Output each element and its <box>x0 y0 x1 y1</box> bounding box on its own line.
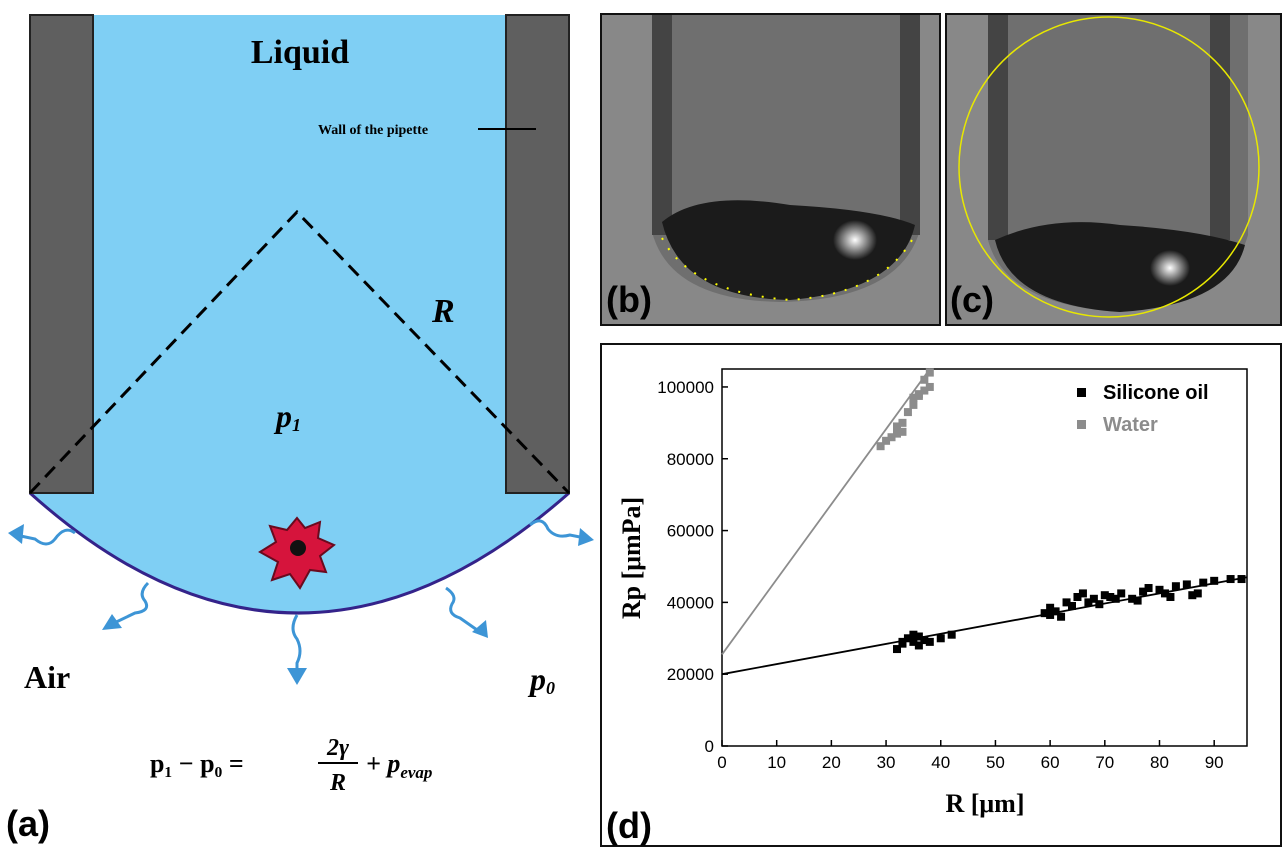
reflection <box>833 220 877 260</box>
data-point <box>926 383 934 391</box>
data-point <box>1134 597 1142 605</box>
y-tick-label: 80000 <box>667 450 714 469</box>
data-point <box>909 401 917 409</box>
panel-a: Liquid Wall of the pipette R p1 p0 Air p… <box>6 15 594 844</box>
figure: Liquid Wall of the pipette R p1 p0 Air p… <box>0 0 1283 847</box>
data-point <box>898 419 906 427</box>
data-point <box>1079 589 1087 597</box>
legend-marker <box>1077 388 1086 397</box>
nucleus <box>290 540 306 556</box>
equation-numerator: 2γ <box>326 735 349 761</box>
data-point <box>1068 602 1076 610</box>
x-axis-label: R [μm] <box>946 789 1025 818</box>
panel-d: (d) R [μm] Rp [μmPa] 0200004000060000800… <box>601 344 1281 846</box>
panel-label: (d) <box>606 805 652 846</box>
y-tick-label: 0 <box>705 737 714 756</box>
x-tick-label: 0 <box>717 753 726 772</box>
data-point <box>1194 589 1202 597</box>
pipette-edge <box>1210 15 1230 240</box>
liquid-label: Liquid <box>251 34 349 71</box>
equation-denominator: R <box>329 770 346 796</box>
y-tick-label: 40000 <box>667 593 714 612</box>
data-point <box>948 631 956 639</box>
p0-label: p0 <box>527 661 555 698</box>
y-tick-label: 100000 <box>657 378 714 397</box>
data-point <box>1172 582 1180 590</box>
y-tick-label: 60000 <box>667 522 714 541</box>
legend-label: Silicone oil <box>1103 382 1209 404</box>
data-point <box>1117 589 1125 597</box>
panel-label: (c) <box>950 279 994 320</box>
equation-rhs-symbol: + p <box>366 749 400 778</box>
pipette-wall <box>30 15 93 493</box>
pipette-wall <box>506 15 569 493</box>
data-point <box>1238 575 1246 583</box>
data-point <box>937 634 945 642</box>
data-point <box>898 428 906 436</box>
panel-label: (b) <box>606 279 652 320</box>
pipette-edge <box>652 15 672 235</box>
page: Liquid Wall of the pipette R p1 p0 Air p… <box>0 0 1283 847</box>
legend-marker <box>1077 420 1086 429</box>
data-point <box>1166 593 1174 601</box>
panel-label: (a) <box>6 803 50 844</box>
x-tick-label: 30 <box>877 753 896 772</box>
p1-subscript: 1 <box>292 415 301 435</box>
x-tick-label: 40 <box>931 753 950 772</box>
x-tick-label: 60 <box>1041 753 1060 772</box>
data-point <box>904 408 912 416</box>
data-point <box>926 638 934 646</box>
equation-rhs: + pevap <box>366 749 432 782</box>
data-point <box>920 376 928 384</box>
pipette-edge <box>988 15 1008 240</box>
y-axis-label: Rp [μmPa] <box>617 497 646 619</box>
data-point <box>1183 580 1191 588</box>
x-tick-label: 90 <box>1205 753 1224 772</box>
x-tick-label: 20 <box>822 753 841 772</box>
data-point <box>926 369 934 377</box>
panel-b: (b) <box>601 14 940 325</box>
x-tick-label: 70 <box>1095 753 1114 772</box>
equation-lhs: p₁ − p₀ = <box>150 749 244 778</box>
data-point <box>1095 600 1103 608</box>
data-point <box>1057 613 1065 621</box>
pipette-edge <box>900 15 920 235</box>
data-point <box>1210 577 1218 585</box>
p0-subscript: 0 <box>546 678 555 698</box>
p0-symbol: p <box>527 661 546 697</box>
equation-rhs-subscript: evap <box>400 763 432 782</box>
x-tick-label: 80 <box>1150 753 1169 772</box>
panel-c: (c) <box>946 14 1281 325</box>
data-point <box>1199 579 1207 587</box>
x-tick-label: 50 <box>986 753 1005 772</box>
reflection <box>1150 250 1190 286</box>
data-point <box>1145 584 1153 592</box>
data-point <box>1227 575 1235 583</box>
legend-label: Water <box>1103 414 1158 436</box>
air-label: Air <box>24 659 70 695</box>
radius-label: R <box>431 293 455 330</box>
p1-symbol: p <box>273 398 292 434</box>
y-tick-label: 20000 <box>667 665 714 684</box>
x-tick-label: 10 <box>767 753 786 772</box>
wall-label: Wall of the pipette <box>318 123 428 138</box>
